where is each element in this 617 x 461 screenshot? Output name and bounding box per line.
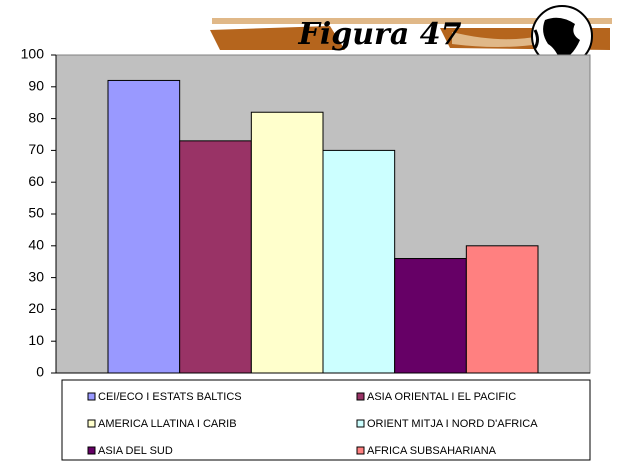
bar — [179, 140, 252, 374]
y-tick-label: 90 — [28, 78, 44, 94]
y-tick-label: 20 — [28, 300, 44, 316]
legend-swatch — [356, 419, 365, 428]
y-tick-label: 30 — [28, 268, 44, 284]
legend-swatch — [87, 419, 96, 428]
legend-label: AFRICA SUBSAHARIANA — [367, 445, 497, 457]
legend-swatch — [356, 392, 365, 401]
bar — [107, 79, 181, 374]
legend-label: AMERICA LLATINA I CARIB — [98, 418, 237, 430]
legend-label: ORIENT MITJA I NORD D'AFRICA — [367, 418, 538, 430]
legend-label: CEI/ECO I ESTATS BALTICS — [98, 391, 242, 403]
chart-title: Figura 47 — [298, 17, 462, 52]
bar — [322, 149, 396, 374]
y-tick-label: 60 — [28, 173, 44, 189]
bar — [250, 111, 324, 374]
legend-label: ASIA ORIENTAL I EL PACIFIC — [367, 391, 516, 403]
y-tick-label: 40 — [28, 237, 44, 253]
y-tick-label: 70 — [28, 141, 44, 157]
legend-label: ASIA DEL SUD — [98, 445, 173, 457]
legend-swatch — [87, 392, 96, 401]
legend-swatch — [356, 446, 365, 455]
bar — [394, 258, 467, 374]
y-tick-label: 0 — [36, 364, 44, 380]
legend-box — [61, 379, 591, 461]
header-decoration — [210, 5, 612, 67]
bar — [465, 245, 539, 374]
y-tick-label: 10 — [28, 332, 44, 348]
y-tick-label: 100 — [21, 46, 45, 62]
y-tick-label: 80 — [28, 109, 44, 125]
y-tick-label: 50 — [28, 205, 44, 221]
legend-swatch — [87, 446, 96, 455]
